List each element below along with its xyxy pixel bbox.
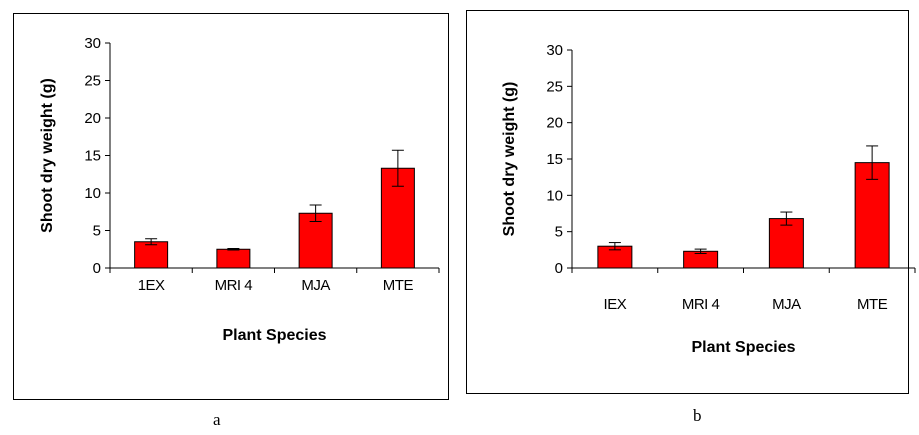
y-tick-label: 10 [84,185,101,202]
y-tick-label: 25 [84,73,101,90]
x-category-label: MTE [857,296,888,313]
x-axis-title: Plant Species [222,327,326,344]
panel-label-b: b [693,406,702,425]
x-category-label: MJA [301,277,330,294]
y-tick-label: 0 [93,260,101,277]
bar [216,248,251,269]
y-tick-label: 30 [546,42,563,59]
bar-chart-a: 0 5 10 15 20 25 30 1EX MRI 4 MJA MTE Plant Species S… [39,35,440,344]
x-axis-title: Plant Species [691,339,795,356]
y-tick-label: 15 [546,151,563,168]
bar [768,218,804,269]
y-tick-label: 5 [93,223,101,240]
chart-panel-a-frame [13,13,449,400]
y-axis-title: Shoot dry weight (g) [501,82,518,237]
y-tick-label: 0 [555,260,563,277]
y-tick-label: 20 [546,115,563,132]
y-tick-label: 15 [84,148,101,165]
y-tick-label: 25 [546,78,563,95]
x-category-label: 1EX [138,277,165,294]
x-category-label: MRI 4 [215,277,253,294]
y-tick-label: 5 [555,224,563,241]
bar [854,162,890,269]
x-category-label: MRI 4 [682,296,720,313]
y-tick-label: 10 [546,187,563,204]
bar [298,212,333,269]
bar [134,241,169,269]
y-axis-title: Shoot dry weight (g) [39,78,56,233]
x-category-label: IEX [604,296,627,313]
x-category-label: MJA [772,296,801,313]
y-tick-label: 30 [84,35,101,52]
y-tick-label: 20 [84,110,101,127]
bar-chart-b: 0 5 10 15 20 25 30 IEX MRI 4 MJA MTE Plant Species S… [501,42,916,356]
x-category-label: MTE [383,277,414,294]
panel-label-a: a [213,410,221,429]
chart-panel-b-frame [466,10,909,394]
